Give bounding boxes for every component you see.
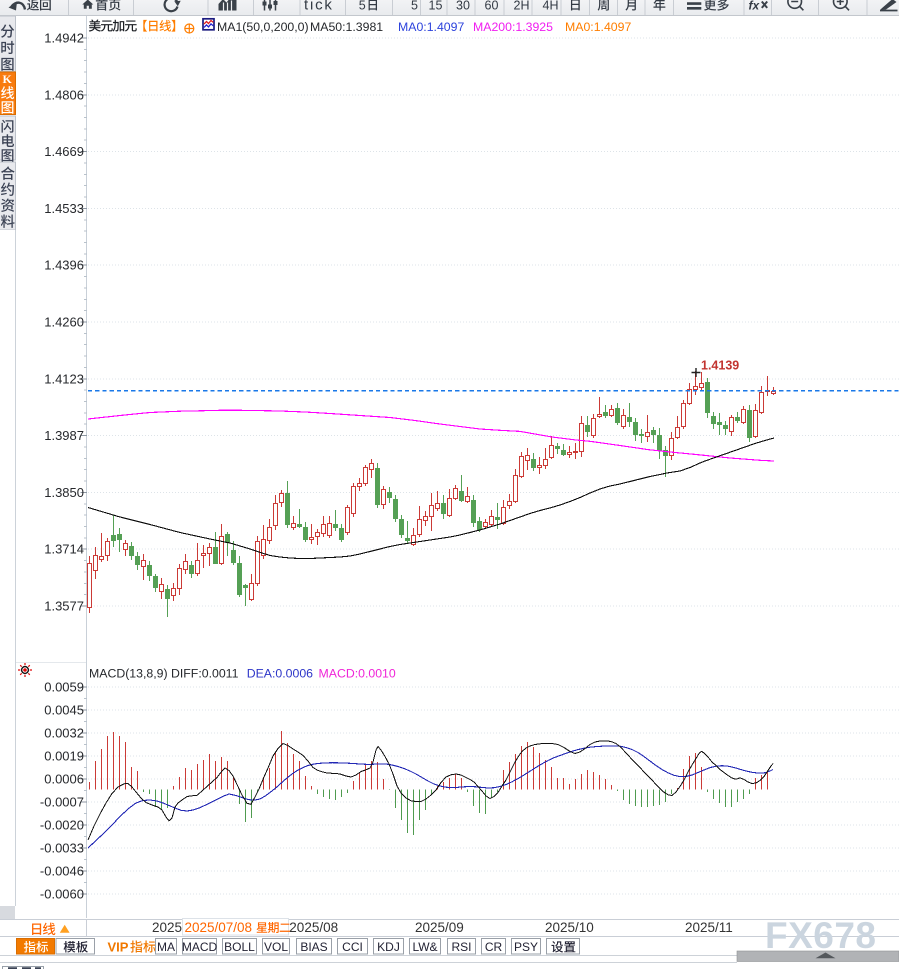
svg-text:-0.0007: -0.0007 — [40, 795, 84, 810]
svg-text:LW&: LW& — [412, 940, 437, 954]
svg-text:1.4123: 1.4123 — [44, 371, 84, 386]
svg-text:CCI: CCI — [342, 940, 363, 954]
svg-text:1.4396: 1.4396 — [44, 258, 84, 273]
svg-text:1.4669: 1.4669 — [44, 144, 84, 159]
svg-text:1.4942: 1.4942 — [44, 31, 84, 46]
svg-text:1.3577: 1.3577 — [44, 599, 84, 614]
svg-text:2025/11: 2025/11 — [685, 920, 733, 935]
svg-text:-0.0060: -0.0060 — [40, 887, 84, 902]
svg-text:MACD: MACD — [182, 940, 218, 954]
svg-text:MA: MA — [157, 940, 175, 954]
svg-text:DEA:0.0006: DEA:0.0006 — [247, 667, 313, 681]
svg-text:15: 15 — [429, 0, 443, 13]
svg-text:MACD:0.0010: MACD:0.0010 — [319, 667, 396, 681]
svg-text:FX678: FX678 — [765, 915, 877, 956]
svg-text:1.4806: 1.4806 — [44, 87, 84, 102]
svg-text:2025/08: 2025/08 — [289, 920, 338, 935]
svg-text:MA1(50,0,200,0): MA1(50,0,200,0) — [217, 20, 309, 34]
svg-text:CR: CR — [485, 940, 503, 954]
svg-text:2H: 2H — [514, 0, 530, 13]
svg-text:VOL: VOL — [264, 940, 288, 954]
svg-text:2025: 2025 — [152, 920, 182, 935]
svg-text:-0.0020: -0.0020 — [40, 818, 84, 833]
svg-text:2025/09: 2025/09 — [415, 920, 464, 935]
svg-text:MA0:1.4097: MA0:1.4097 — [565, 20, 631, 34]
svg-text:BOLL: BOLL — [224, 940, 255, 954]
svg-text:MA0:1.4097: MA0:1.4097 — [398, 20, 464, 34]
svg-text:2025/10: 2025/10 — [545, 920, 594, 935]
svg-text:1.3714: 1.3714 — [44, 542, 84, 557]
svg-text:K: K — [3, 72, 13, 86]
svg-text:0.0059: 0.0059 — [44, 680, 84, 695]
svg-text:5: 5 — [411, 0, 418, 13]
svg-text:-0.0046: -0.0046 — [40, 864, 84, 879]
svg-text:1.4260: 1.4260 — [44, 315, 84, 330]
svg-text:1.3987: 1.3987 — [44, 428, 84, 443]
svg-text:MA50:1.3981: MA50:1.3981 — [310, 20, 383, 34]
svg-text:30: 30 — [456, 0, 470, 13]
svg-text:0.0019: 0.0019 — [44, 749, 84, 764]
svg-text:-0.0033: -0.0033 — [40, 841, 84, 856]
svg-text:4H: 4H — [543, 0, 559, 13]
svg-text:1.4139: 1.4139 — [701, 359, 739, 373]
svg-text:fx: fx — [749, 0, 761, 13]
svg-text:VIP: VIP — [108, 940, 129, 955]
svg-text:0.0006: 0.0006 — [44, 772, 84, 787]
svg-text:PSY: PSY — [514, 940, 538, 954]
svg-text:60: 60 — [485, 0, 499, 13]
svg-text:MA200:1.3925: MA200:1.3925 — [473, 20, 553, 34]
svg-text:KDJ: KDJ — [377, 940, 400, 954]
svg-text:tick: tick — [304, 0, 334, 14]
svg-text:1.3850: 1.3850 — [44, 485, 84, 500]
svg-text:2025/07/08: 2025/07/08 — [185, 920, 253, 935]
svg-text:1.4533: 1.4533 — [44, 201, 84, 216]
svg-text:0.0032: 0.0032 — [44, 726, 84, 741]
svg-text:RSI: RSI — [451, 940, 471, 954]
svg-text:0.0045: 0.0045 — [44, 703, 84, 718]
svg-text:MACD(13,8,9) DIFF:0.0011: MACD(13,8,9) DIFF:0.0011 — [89, 667, 239, 681]
svg-text:5: 5 — [359, 0, 366, 13]
svg-text:BIAS: BIAS — [300, 940, 327, 954]
